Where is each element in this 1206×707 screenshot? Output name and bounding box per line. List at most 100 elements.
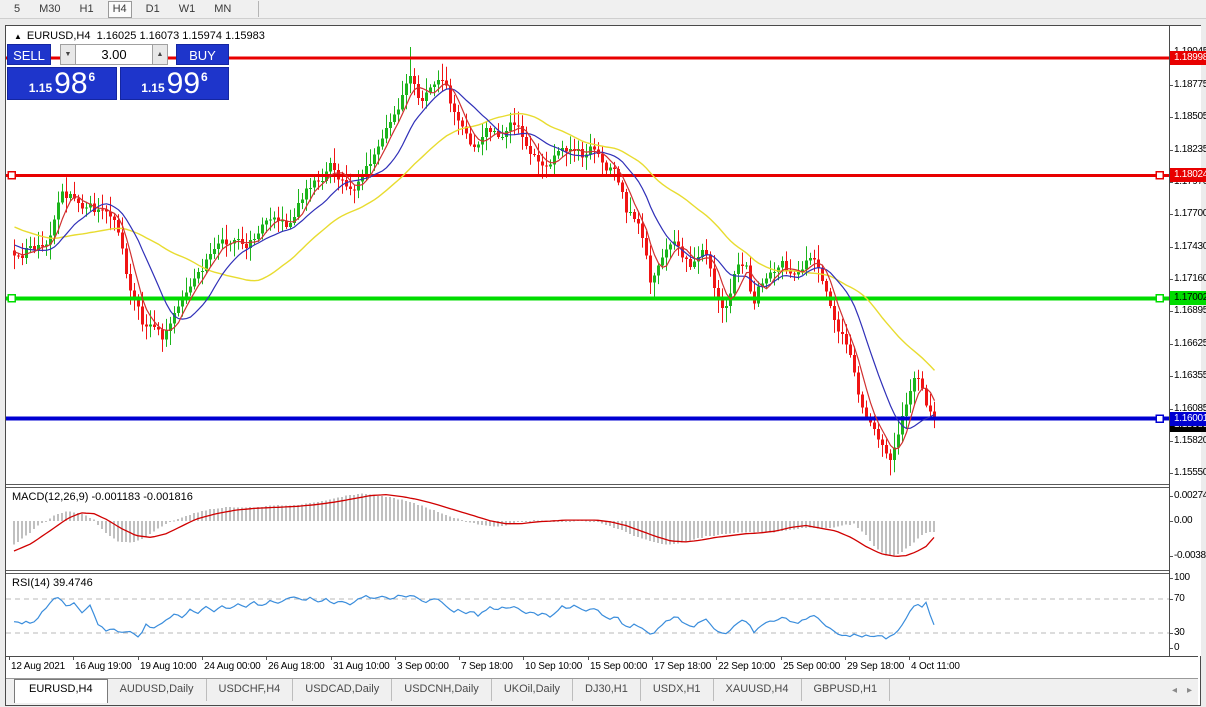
time-label: 26 Aug 18:00 <box>268 661 325 672</box>
rsi-scale-tick <box>1170 599 1173 600</box>
timeframe-button-m30[interactable]: M30 <box>39 2 61 15</box>
sell-button[interactable]: SELL <box>7 44 51 65</box>
time-tick <box>202 657 203 660</box>
time-tick <box>395 657 396 660</box>
price-label: 1.16085 <box>1174 403 1206 414</box>
buy-button[interactable]: BUY <box>176 44 229 65</box>
price-badge: 1.16001 <box>1170 412 1206 426</box>
timeframe-toolbar: 5 M30 H1 H4 D1 W1 MN <box>0 0 1206 19</box>
tab-gbpusd-h1[interactable]: GBPUSD,H1 <box>802 679 891 701</box>
macd-scale-tick <box>1170 556 1173 557</box>
tab-usdcad-daily[interactable]: USDCAD,Daily <box>293 679 393 701</box>
volume-decrease-button[interactable]: ▼ <box>60 44 76 65</box>
time-tick <box>588 657 589 660</box>
tab-usdcnh-daily[interactable]: USDCNH,Daily <box>392 679 492 701</box>
volume-increase-button[interactable]: ▲ <box>152 44 168 65</box>
macd-scale-tick <box>1170 496 1173 497</box>
macd-label: MACD(12,26,9) -0.001183 -0.001816 <box>12 491 193 503</box>
price-tick <box>1170 214 1173 215</box>
tab-eurusd-h4[interactable]: EURUSD,H4 <box>14 679 108 703</box>
chart-tab-bar: EURUSD,H4 AUDUSD,Daily USDCHF,H4 USDCAD,Dai… <box>6 678 1198 705</box>
time-label: 7 Sep 18:00 <box>461 661 513 672</box>
tab-usdchf-h4[interactable]: USDCHF,H4 <box>207 679 294 701</box>
time-label: 3 Sep 00:00 <box>397 661 449 672</box>
price-label: 1.16625 <box>1174 338 1206 349</box>
volume-input[interactable] <box>75 44 153 65</box>
time-label: 19 Aug 10:00 <box>140 661 197 672</box>
price-label: 1.18505 <box>1174 111 1206 122</box>
price-label: 1.15820 <box>1174 435 1206 446</box>
buy-price-prefix: 1.15 <box>141 81 165 95</box>
rsi-pane: RSI(14) 39.4746 <box>6 574 1198 656</box>
tab-scroll-arrows: ◂ ▸ <box>1172 679 1198 701</box>
macd-chart[interactable] <box>6 488 1169 570</box>
price-tick <box>1170 409 1173 410</box>
pane-separator[interactable] <box>6 570 1198 574</box>
price-label: 1.17700 <box>1174 208 1206 219</box>
sell-price-box[interactable]: 1.15 98 6 <box>7 67 117 100</box>
macd-scale-tick <box>1170 521 1173 522</box>
rsi-label: RSI(14) 39.4746 <box>12 577 93 589</box>
timeframe-button-h4[interactable]: H4 <box>107 0 132 18</box>
timeframe-button-5[interactable]: 5 <box>14 2 21 15</box>
tab-xauusd-h4[interactable]: XAUUSD,H4 <box>714 679 802 701</box>
price-label: 1.18235 <box>1174 144 1206 155</box>
timeframe-button-mn[interactable]: MN <box>214 2 232 15</box>
pane-separator[interactable] <box>6 484 1198 488</box>
time-tick <box>909 657 910 660</box>
sell-price-pip: 6 <box>88 70 96 84</box>
rsi-chart[interactable] <box>6 574 1169 656</box>
price-label: 1.17160 <box>1174 273 1206 284</box>
one-click-trade-panel: SELL ▼ ▲ BUY 1.15 98 6 1.15 99 6 <box>7 44 229 100</box>
time-label: 31 Aug 10:00 <box>333 661 390 672</box>
price-label: 1.18775 <box>1174 79 1206 90</box>
price-label: 1.17430 <box>1174 241 1206 252</box>
sell-price-prefix: 1.15 <box>28 81 53 95</box>
buy-price-main: 99 <box>166 67 201 100</box>
time-label: 24 Aug 00:00 <box>204 661 261 672</box>
timeframe-button-h1[interactable]: H1 <box>79 2 94 15</box>
time-label: 17 Sep 18:00 <box>654 661 712 672</box>
macd-pane: MACD(12,26,9) -0.001183 -0.001816 <box>6 488 1198 570</box>
chart-window: ▲ EURUSD,H4 1.16025 1.16073 1.15974 1.159… <box>5 25 1206 706</box>
timeframe-button-w1[interactable]: W1 <box>178 2 196 15</box>
price-tick <box>1170 473 1173 474</box>
time-label: 15 Sep 00:00 <box>590 661 648 672</box>
tab-audusd-daily[interactable]: AUDUSD,Daily <box>108 679 207 701</box>
macd-scale-label: -0.00382 <box>1174 550 1206 561</box>
macd-scale-label: 0.002744 <box>1174 490 1206 501</box>
tab-scroll-left-icon[interactable]: ◂ <box>1171 684 1177 696</box>
time-tick <box>138 657 139 660</box>
price-tick <box>1170 150 1173 151</box>
price-badge: 1.18998 <box>1170 51 1206 65</box>
tab-ukoil-daily[interactable]: UKOil,Daily <box>492 679 574 701</box>
price-tick <box>1170 182 1173 183</box>
buy-price-box[interactable]: 1.15 99 6 <box>120 67 229 100</box>
time-label: 29 Sep 18:00 <box>847 661 905 672</box>
rsi-scale-label: 100 <box>1174 572 1190 583</box>
tab-usdx-h1[interactable]: USDX,H1 <box>641 679 714 701</box>
time-tick <box>331 657 332 660</box>
quote-panel-collapse-icon[interactable]: ▲ <box>14 32 22 41</box>
price-label: 1.15550 <box>1174 467 1206 478</box>
time-label: 12 Aug 2021 <box>11 661 65 672</box>
buy-price-pip: 6 <box>201 70 208 84</box>
timeframe-button-d1[interactable]: D1 <box>145 2 160 15</box>
toolbar-separator <box>258 1 260 17</box>
tab-scroll-right-icon[interactable]: ▸ <box>1186 684 1192 696</box>
rsi-scale-tick <box>1170 578 1173 579</box>
price-badge: 1.18024 <box>1170 168 1206 182</box>
price-tick <box>1170 85 1173 86</box>
time-tick <box>459 657 460 660</box>
time-tick <box>845 657 846 660</box>
sell-price-main: 98 <box>54 67 88 100</box>
time-label: 4 Oct 11:00 <box>911 661 960 672</box>
time-axis[interactable]: 12 Aug 2021 16 Aug 19:00 19 Aug 10:00 24 Au… <box>6 656 1198 679</box>
price-axis[interactable]: 1.190451.187751.185051.182351.179701.177… <box>1169 26 1206 656</box>
price-tick <box>1170 279 1173 280</box>
price-tick <box>1170 247 1173 248</box>
price-tick <box>1170 441 1173 442</box>
price-tick <box>1170 311 1173 312</box>
tab-dj30-h1[interactable]: DJ30,H1 <box>573 679 641 701</box>
time-tick <box>781 657 782 660</box>
